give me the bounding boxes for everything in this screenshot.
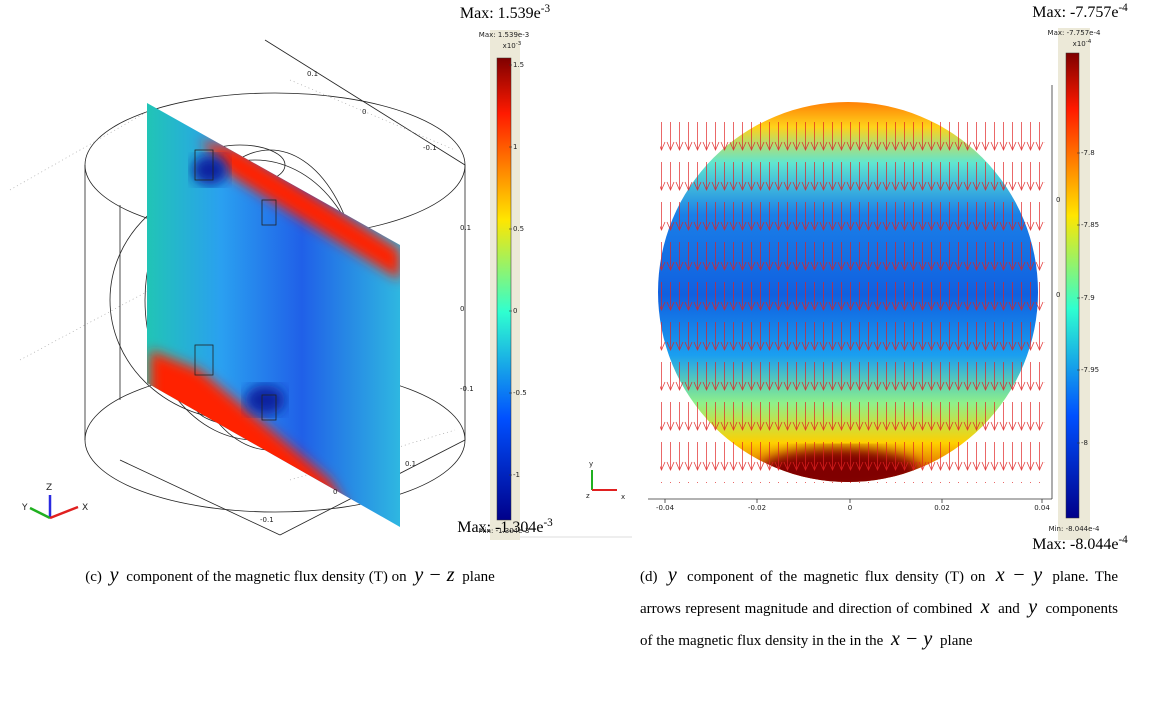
small-label: -0.1 [260, 516, 274, 524]
max-label: Max: -7.757e-4 [1032, 2, 1128, 21]
caption-text: (d) [640, 569, 658, 585]
multiplier-exp: -3 [516, 41, 522, 47]
triad-label: x [621, 493, 625, 501]
multiplier-text: x10 [503, 42, 516, 50]
small-label: 1.5 [513, 61, 524, 69]
small-label: Min: -8.044e-4 [1049, 525, 1100, 533]
caption-text: and [998, 601, 1020, 617]
small-label: -8 [1081, 439, 1088, 447]
slice-plane [140, 100, 410, 530]
triad-label: Y [21, 503, 28, 513]
caption-text: (c) [85, 569, 102, 585]
caption-math: y [1024, 596, 1041, 618]
small-label: 0 [513, 307, 517, 315]
caption-math: y [106, 564, 123, 586]
small-label: 0.02 [934, 504, 950, 512]
small-label: 0 [1056, 291, 1060, 299]
small-label: 0.1 [307, 70, 318, 78]
caption-math: x − y [887, 628, 936, 650]
caption: (d) y component of the magnetic flux den… [640, 560, 1118, 656]
triad-label: X [82, 503, 88, 513]
small-label: 0.1 [460, 224, 471, 232]
caption-math: x − y [992, 564, 1046, 586]
caption-text: plane [940, 633, 972, 649]
min-label: Max: -8.044e-4 [1032, 534, 1128, 553]
small-label: -0.1 [423, 144, 437, 152]
caption-math: x [977, 596, 994, 618]
small-label: -0.5 [513, 389, 527, 397]
small-label: -7.8 [1081, 149, 1095, 157]
small-label: -7.9 [1081, 294, 1095, 302]
colorbar [497, 58, 511, 520]
small-label: -7.85 [1081, 221, 1099, 229]
triad-left [30, 495, 78, 518]
triad-label: y [589, 460, 593, 468]
arrow-field [660, 118, 1045, 483]
small-label: 0 [460, 305, 464, 313]
caption-math: y [664, 564, 681, 586]
max-label-text: Max: 1.539e [460, 5, 541, 22]
small-label: Min: -1.304e-3 [479, 527, 530, 535]
min-label-text: Max: -8.044e [1032, 536, 1118, 553]
caption-text: component of the magnetic flux density (… [126, 569, 406, 585]
small-label: 1 [513, 143, 517, 151]
max-label: Max: 1.539e-3 [460, 3, 551, 22]
triad-right [592, 470, 617, 490]
multiplier-text: x10 [1073, 40, 1086, 48]
multiplier-exp: -4 [1086, 39, 1092, 45]
small-label: Max: -7.757e-4 [1048, 29, 1101, 37]
small-label: 0 [362, 108, 366, 116]
colorbar [1066, 53, 1079, 518]
small-label: -0.02 [748, 504, 766, 512]
caption-text: plane [462, 569, 494, 585]
small-label: 0.04 [1034, 504, 1050, 512]
small-label: -7.95 [1081, 366, 1099, 374]
caption: (c) y component of the magnetic flux den… [40, 560, 540, 592]
triad-label: Z [46, 483, 52, 493]
max-label-exp: -4 [1118, 2, 1128, 14]
small-label: 0.1 [405, 460, 416, 468]
small-label: 0.5 [513, 225, 524, 233]
small-label: -1 [513, 471, 520, 479]
small-label: 0 [1056, 196, 1060, 204]
figure-page: Y Z X y z x Max: 1.539e-3Max: -1.304e-3M… [0, 0, 1150, 701]
caption-math: y − z [410, 564, 458, 586]
small-label: 0 [848, 504, 852, 512]
caption-text: component of the magnetic flux density (… [687, 569, 985, 585]
small-label: -0.04 [656, 504, 675, 512]
min-label-exp: -3 [543, 517, 553, 529]
small-label: 0 [333, 488, 337, 496]
max-label-exp: -3 [541, 3, 551, 15]
small-label: Max: 1.539e-3 [479, 31, 529, 39]
min-label-exp: -4 [1118, 534, 1128, 546]
max-label-text: Max: -7.757e [1032, 4, 1118, 21]
small-label: -0.1 [460, 385, 474, 393]
triad-label: z [586, 492, 590, 500]
